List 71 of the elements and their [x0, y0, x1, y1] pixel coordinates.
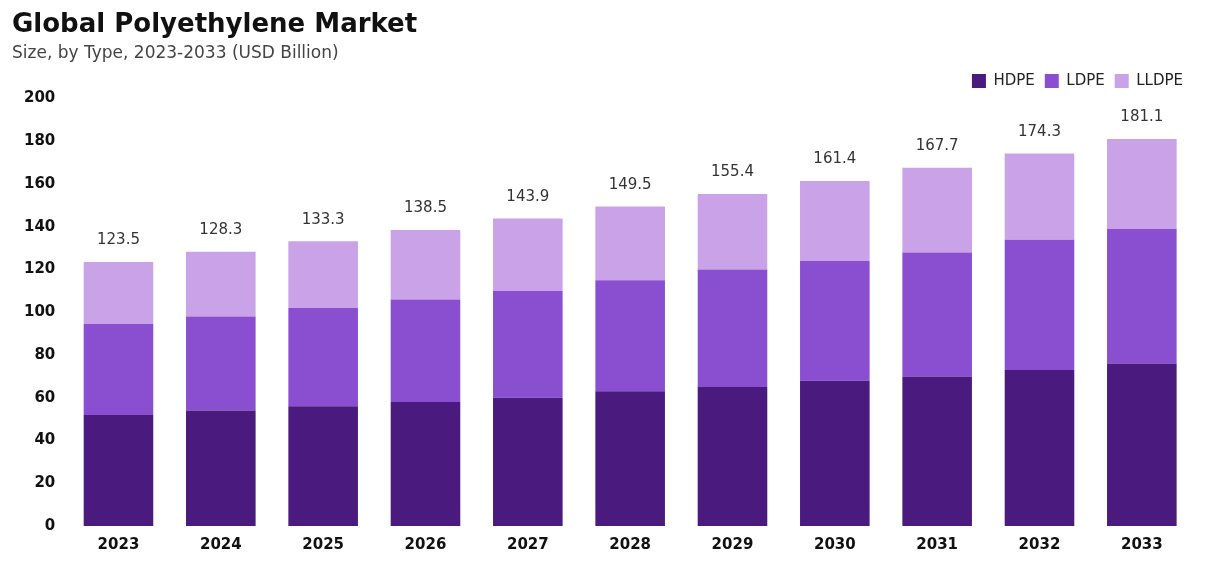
bar	[83, 414, 154, 526]
bar	[493, 290, 563, 398]
total-label: 174.3	[1018, 121, 1061, 140]
bar	[390, 402, 461, 526]
bar	[288, 241, 358, 309]
bar	[800, 181, 870, 262]
bar	[697, 269, 768, 388]
x-tick-label: 2031	[916, 534, 959, 553]
bar	[186, 316, 256, 411]
bar	[902, 252, 972, 377]
x-tick-label: 2030	[813, 534, 856, 553]
y-tick-label: 160	[24, 173, 56, 192]
bar	[595, 391, 665, 526]
total-label: 123.5	[97, 230, 140, 249]
bar	[1004, 370, 1075, 526]
total-label: 167.7	[915, 136, 959, 155]
bar	[288, 308, 358, 407]
y-tick-label: 140	[24, 216, 56, 235]
bar	[1004, 239, 1075, 370]
bar	[83, 262, 154, 325]
bar	[288, 406, 358, 526]
bar	[1004, 153, 1075, 240]
bar	[493, 218, 563, 291]
x-tick-label: 2023	[97, 534, 140, 553]
bar	[1107, 363, 1177, 526]
x-tick-label: 2033	[1120, 534, 1163, 553]
y-tick-label: 0	[44, 515, 56, 534]
total-label: 128.3	[199, 220, 243, 239]
bar	[390, 299, 461, 403]
total-label: 133.3	[301, 209, 345, 228]
chart-subtitle: Size, by Type, 2023-2033 (USD Billion)	[12, 41, 339, 62]
y-tick-label: 60	[34, 387, 56, 406]
total-label: 149.5	[608, 174, 652, 193]
bar	[83, 324, 154, 415]
x-tick-label: 2026	[404, 534, 447, 553]
bar	[186, 410, 256, 526]
bar	[1107, 138, 1177, 229]
y-tick-label: 180	[24, 131, 56, 150]
bar	[186, 251, 256, 317]
y-tick-label: 120	[24, 259, 56, 278]
total-label: 181.1	[1120, 107, 1164, 126]
y-tick-label: 20	[34, 473, 56, 492]
bar	[800, 380, 870, 526]
total-label: 138.5	[404, 198, 447, 217]
bar	[902, 376, 972, 526]
legend-label: LDPE	[1066, 70, 1105, 89]
bar	[595, 206, 665, 281]
total-label: 155.4	[711, 162, 754, 181]
x-tick-label: 2025	[302, 534, 345, 553]
legend-label: LLDPE	[1136, 70, 1184, 89]
bar	[697, 193, 768, 270]
x-tick-label: 2028	[609, 534, 652, 553]
y-tick-label: 200	[24, 88, 56, 107]
y-tick-label: 100	[24, 302, 56, 321]
y-tick-label: 40	[34, 430, 56, 449]
bar	[902, 167, 972, 253]
y-tick-label: 80	[34, 344, 56, 363]
total-label: 161.4	[813, 149, 857, 168]
chart-title: Global Polyethylene Market	[12, 8, 418, 39]
x-tick-label: 2024	[199, 534, 242, 553]
x-tick-label: 2029	[711, 534, 754, 553]
x-tick-label: 2027	[506, 534, 549, 553]
bar	[1107, 228, 1177, 364]
bar	[595, 280, 665, 392]
legend-label: HDPE	[993, 70, 1035, 89]
bar	[800, 261, 870, 381]
bar	[390, 230, 461, 300]
x-tick-label: 2032	[1018, 534, 1061, 553]
bar	[697, 387, 768, 526]
bar	[493, 397, 563, 526]
total-label: 143.9	[506, 186, 550, 205]
